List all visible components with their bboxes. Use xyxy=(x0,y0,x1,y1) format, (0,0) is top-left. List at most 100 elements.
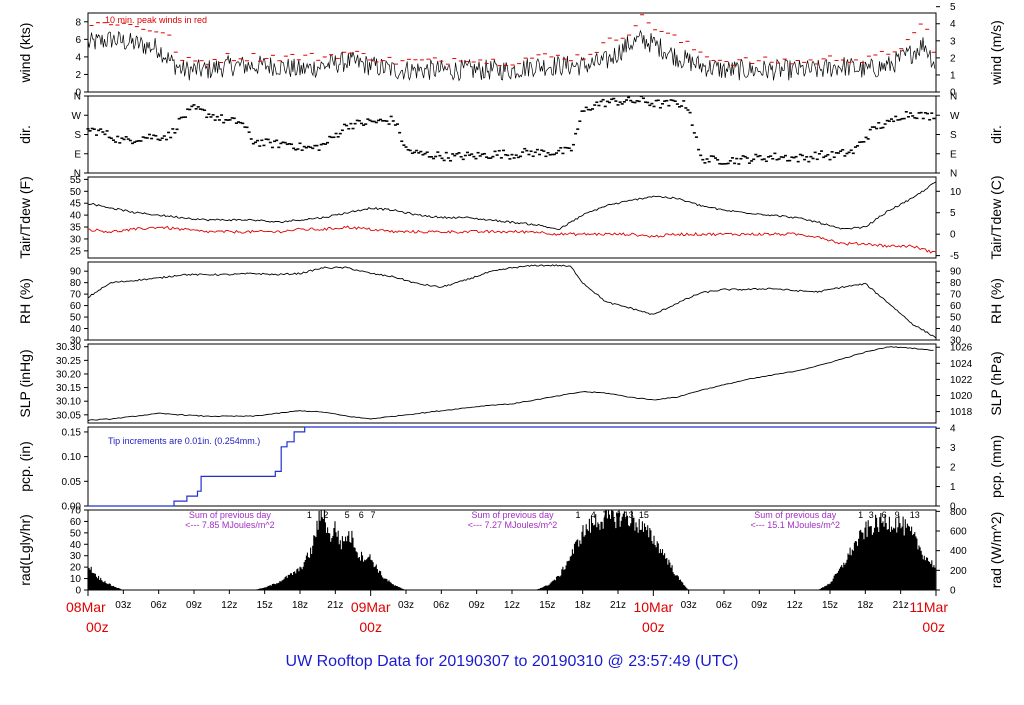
left-tick-label: 60 xyxy=(70,301,82,312)
y-axis-label-right: pcp. (mm) xyxy=(988,435,1004,498)
right-tick-label: 4 xyxy=(950,19,956,30)
left-tick-label: 70 xyxy=(70,506,82,517)
left-tick-label: N xyxy=(74,92,81,103)
hour-tick-label: 09z xyxy=(751,600,767,611)
left-tick-label: 90 xyxy=(70,267,82,278)
hour-tick-label: 12z xyxy=(221,600,237,611)
y-axis-label-left: SLP (inHg) xyxy=(17,349,33,417)
left-tick-label: 20 xyxy=(70,563,82,574)
right-tick-label: 5 xyxy=(950,208,956,219)
radiation-uv-label: 5 xyxy=(345,510,350,520)
y-axis-label-left: RH (%) xyxy=(17,278,33,324)
radiation-uv-label: 6 xyxy=(882,510,887,520)
right-tick-label: 800 xyxy=(950,507,967,518)
y-axis-label-right: Tair/Tdew (C) xyxy=(988,175,1004,259)
left-tick-label: 0 xyxy=(75,88,81,99)
hour-tick-label: 18z xyxy=(292,600,308,611)
day-label-time: 00z xyxy=(86,619,109,635)
hour-tick-label: 18z xyxy=(575,600,591,611)
hour-tick-label: 21z xyxy=(610,600,626,611)
radiation-uv-label: 2 xyxy=(323,510,328,520)
hour-tick-label: 12z xyxy=(504,600,520,611)
right-tick-label: 70 xyxy=(950,290,962,301)
left-tick-label: 30.20 xyxy=(56,369,81,380)
panel-pcp: 0.00 0.05 0.10 0.15 0 1 2 3 4 pcp. (in) pcp. (mm) T… xyxy=(17,424,1004,513)
left-tick-label: 0.00 xyxy=(62,502,82,513)
right-tick-label: 2 xyxy=(950,53,956,64)
radiation-note-line1: Sum of previous day xyxy=(189,510,272,520)
left-tick-label: 6 xyxy=(75,35,81,46)
left-tick-label: 50 xyxy=(70,313,82,324)
day-label-date: 11Mar xyxy=(909,599,948,615)
radiation-uv-label: 9 xyxy=(895,510,900,520)
left-tick-label: 30.05 xyxy=(56,410,81,421)
right-tick-label: E xyxy=(950,149,957,160)
series-tair-line xyxy=(87,181,937,231)
day-label-date: 09Mar xyxy=(351,599,391,615)
series-wind-line xyxy=(87,29,936,82)
y-axis-label-left: rad(Lgly/hr) xyxy=(17,514,33,586)
radiation-uv-label: 6 xyxy=(359,510,364,520)
left-tick-label: 8 xyxy=(75,17,81,28)
time-axis: 03z 06z 09z 12z 15z 18z 21z 03z 06z 09z 12z 15z 18z 2… xyxy=(66,590,948,635)
left-tick-label: 0.10 xyxy=(62,452,82,463)
hour-tick-label: 06z xyxy=(433,600,449,611)
left-tick-label: 25 xyxy=(70,246,82,257)
hour-tick-label: 21z xyxy=(893,600,909,611)
panel-frame xyxy=(87,176,937,259)
panel-wind: 0 2 4 6 8 0 1 2 3 4 5 wind (kts) wind (m/s) 10 min. p… xyxy=(17,2,1004,98)
left-tick-label: 45 xyxy=(70,199,82,210)
y-axis-label-right: RH (%) xyxy=(988,278,1004,324)
hour-tick-label: 21z xyxy=(327,600,343,611)
radiation-note-line1: Sum of previous day xyxy=(472,510,555,520)
radiation-note-line2: <--- 7.27 MJoules/m^2 xyxy=(468,520,558,530)
hour-tick-label: 15z xyxy=(257,600,273,611)
radiation-uv-label: 7 xyxy=(603,510,608,520)
left-tick-label: 0.05 xyxy=(62,477,82,488)
radiation-uv-label: 15 xyxy=(639,510,649,520)
left-tick-label: 50 xyxy=(70,187,82,198)
left-tick-label: 55 xyxy=(70,175,82,186)
panel-frame xyxy=(87,261,937,341)
right-tick-label: -5 xyxy=(950,251,959,262)
left-tick-label: 2 xyxy=(75,70,81,81)
radiation-uv-label: 1 xyxy=(858,510,863,520)
right-tick-label: 4 xyxy=(950,424,956,435)
right-tick-label: 60 xyxy=(950,301,962,312)
y-axis-label-left: Tair/Tdew (F) xyxy=(17,176,33,258)
y-axis-label-right: dir. xyxy=(988,125,1004,144)
right-tick-label: 0 xyxy=(950,88,956,99)
right-tick-label: 0 xyxy=(950,502,956,513)
series-rh-line xyxy=(87,264,937,339)
left-tick-label: 10 xyxy=(70,574,82,585)
hour-tick-label: 09z xyxy=(186,600,202,611)
right-tick-label: 80 xyxy=(950,278,962,289)
hour-tick-label: 18z xyxy=(857,600,873,611)
radiation-uv-label: 1 xyxy=(575,510,580,520)
right-tick-label: 1022 xyxy=(950,375,973,386)
right-tick-label: W xyxy=(950,111,960,122)
right-tick-label: 1018 xyxy=(950,407,973,418)
panel-rad: 0102030405060700200400600800rad(Lgly/hr)… xyxy=(17,506,1004,597)
left-tick-label: 80 xyxy=(70,278,82,289)
series-slp-line xyxy=(87,346,934,422)
day-label-date: 08Mar xyxy=(66,599,106,615)
day-label-time: 00z xyxy=(642,619,665,635)
day-label-date: 10Mar xyxy=(633,599,673,615)
hour-tick-label: 15z xyxy=(822,600,838,611)
radiation-uv-label: 7 xyxy=(371,510,376,520)
radiation-note-line1: Sum of previous day xyxy=(754,510,837,520)
right-tick-label: 1 xyxy=(950,482,956,493)
panel-frame xyxy=(87,12,937,93)
page-title: UW Rooftop Data for 20190307 to 20190310… xyxy=(286,653,739,670)
right-tick-label: 200 xyxy=(950,566,967,577)
left-tick-label: 0 xyxy=(75,586,81,597)
left-tick-label: 30.15 xyxy=(56,383,81,394)
right-tick-label: 0 xyxy=(950,230,956,241)
radiation-note-line2: <--- 15.1 MJoules/m^2 xyxy=(750,520,840,530)
right-tick-label: 3 xyxy=(950,36,956,47)
y-axis-label-left: pcp. (in) xyxy=(17,441,33,492)
